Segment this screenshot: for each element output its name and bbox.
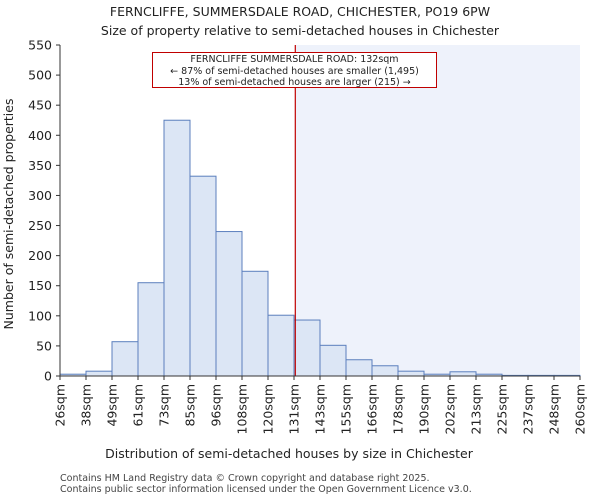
bar-73sqm [163,119,191,377]
x-tick-label-108sqm: 108sqm [235,384,250,434]
bar-143sqm [319,344,347,377]
chart-title-line1: FERNCLIFFE, SUMMERSDALE ROAD, CHICHESTER… [109,4,491,19]
x-tick-label-190sqm: 190sqm [417,384,432,434]
y-tick-label-400: 400 [28,128,52,143]
annotation-box: FERNCLIFFE SUMMERSDALE ROAD: 132sqm ← 87… [152,52,437,88]
bar-178sqm [397,370,425,377]
y-tick-label-0: 0 [44,369,52,384]
x-tick-label-38sqm: 38sqm [79,384,94,427]
chart-title-line2: Size of property relative to semi-detach… [100,23,500,38]
bar-202sqm [449,371,477,377]
highlight-region [295,45,580,376]
bar-96sqm [215,231,243,377]
bar-61sqm [137,282,165,377]
x-ticks-layer: 26sqm 38sqm 49sqm 61sqm 73sqm 85sqm 96sqm 108sq… [53,376,588,434]
y-tick-label-50: 50 [36,338,52,353]
y-tick-label-100: 100 [28,308,52,323]
y-axis-label: Number of semi-detached properties [1,99,16,330]
x-tick-label-260sqm: 260sqm [573,384,588,434]
x-tick-label-73sqm: 73sqm [157,384,172,427]
y-tick-label-450: 450 [28,98,52,113]
bar-49sqm [111,341,139,377]
x-tick-label-131sqm: 131sqm [287,384,302,434]
x-tick-label-26sqm: 26sqm [53,384,68,427]
x-tick-label-61sqm: 61sqm [131,384,146,427]
y-tick-label-150: 150 [28,278,52,293]
y-tick-label-550: 550 [28,38,52,53]
y-tick-label-500: 500 [28,68,52,83]
x-tick-label-225sqm: 225sqm [495,384,510,434]
bar-120sqm [267,314,295,377]
x-axis-label: Distribution of semi-detached houses by … [105,446,474,461]
x-tick-label-248sqm: 248sqm [547,384,562,434]
bar-131sqm [293,319,321,377]
annotation-line1: FERNCLIFFE SUMMERSDALE ROAD: 132sqm [190,54,399,65]
highlight-region-layer [295,45,580,376]
bar-155sqm [345,359,373,377]
bar-85sqm [189,175,217,377]
annotation-line2: ← 87% of semi-detached houses are smalle… [170,65,419,77]
x-tick-label-213sqm: 213sqm [469,384,484,434]
x-tick-label-49sqm: 49sqm [105,384,120,427]
bars-layer [59,119,581,377]
x-tick-label-202sqm: 202sqm [443,384,458,434]
footer-line1: Contains HM Land Registry data © Crown c… [60,473,430,484]
y-tick-label-200: 200 [28,248,52,263]
annotation-line3: 13% of semi-detached houses are larger (… [178,77,411,88]
x-tick-label-85sqm: 85sqm [183,384,198,427]
x-tick-label-143sqm: 143sqm [313,384,328,434]
x-tick-label-96sqm: 96sqm [209,384,224,427]
bar-166sqm [371,365,399,377]
footer-line2: Contains public sector information licen… [60,484,472,495]
y-ticks-layer: 0 50 100 150 200 250 300 350 400 450 500 550 [28,38,60,384]
x-tick-label-178sqm: 178sqm [391,384,406,434]
x-tick-label-237sqm: 237sqm [521,384,536,434]
bar-108sqm [241,270,269,377]
x-tick-label-166sqm: 166sqm [365,384,380,434]
bar-38sqm [85,370,113,377]
y-tick-label-250: 250 [28,218,52,233]
x-tick-label-120sqm: 120sqm [261,384,276,434]
y-tick-label-350: 350 [28,158,52,173]
footer: Contains HM Land Registry data © Crown c… [60,473,472,495]
x-tick-label-155sqm: 155sqm [339,384,354,434]
y-tick-label-300: 300 [28,188,52,203]
chart-title: FERNCLIFFE, SUMMERSDALE ROAD, CHICHESTER… [0,2,600,40]
